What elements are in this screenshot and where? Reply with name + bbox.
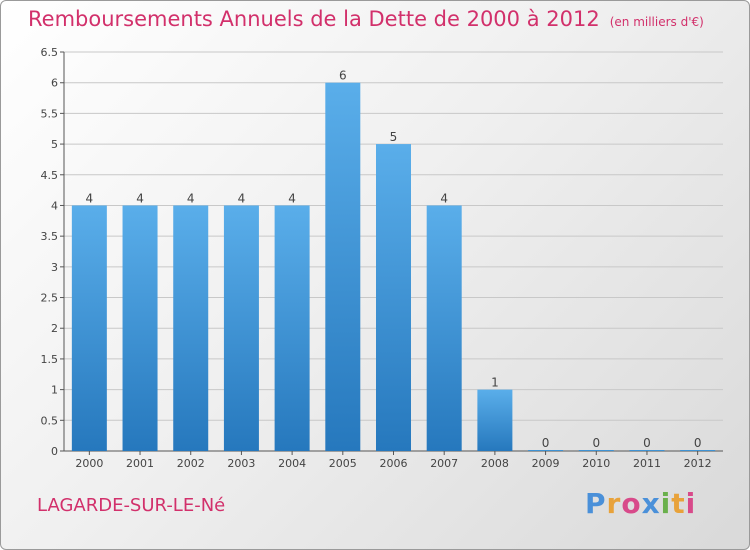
commune-name: LAGARDE-SUR-LE-Né (37, 495, 226, 516)
y-tick-label: 1 (51, 384, 58, 397)
x-tick-label: 2004 (278, 457, 306, 470)
data-label: 4 (238, 191, 246, 205)
y-tick-label: 0 (51, 445, 58, 458)
bar (528, 450, 564, 451)
x-tick-label: 2000 (75, 457, 103, 470)
title-unit: (en milliers d'€) (609, 15, 704, 29)
data-label: 4 (86, 191, 94, 205)
bar (122, 205, 158, 451)
x-tick-label: 2006 (380, 457, 408, 470)
data-label: 0 (542, 436, 550, 450)
data-label: 4 (288, 191, 296, 205)
title-main: Remboursements Annuels de la Dette de 20… (28, 7, 600, 31)
y-tick-label: 5.5 (41, 107, 59, 120)
logo-letter: o (621, 487, 642, 520)
y-tick-label: 4 (51, 199, 58, 212)
bar (426, 205, 462, 451)
y-tick-label: 6 (51, 77, 58, 90)
data-label: 5 (390, 130, 398, 144)
bar (274, 205, 310, 451)
y-tick-label: 1.5 (41, 353, 59, 366)
bar (680, 450, 716, 451)
x-tick-label: 2002 (177, 457, 205, 470)
data-label: 4 (136, 191, 144, 205)
x-tick-label: 2011 (633, 457, 661, 470)
data-label: 6 (339, 69, 347, 83)
x-tick-label: 2012 (684, 457, 712, 470)
y-tick-label: 6.5 (41, 46, 59, 59)
data-label: 4 (187, 191, 195, 205)
bar (71, 205, 107, 451)
x-tick-label: 2009 (532, 457, 560, 470)
bar (477, 389, 513, 451)
bar (578, 450, 614, 451)
data-label: 1 (491, 376, 499, 390)
bar (376, 144, 411, 452)
logo-letter: P (585, 487, 607, 520)
x-tick-label: 2003 (227, 457, 255, 470)
bar (173, 205, 209, 451)
logo-letter: x (641, 487, 661, 520)
y-tick-label: 2.5 (41, 292, 59, 305)
data-label: 4 (440, 191, 448, 205)
chart-title: Remboursements Annuels de la Dette de 20… (28, 7, 704, 31)
y-tick-label: 2 (51, 322, 58, 335)
x-tick-label: 2008 (481, 457, 509, 470)
y-tick-label: 3.5 (41, 230, 59, 243)
bar (223, 205, 259, 451)
logo-letter: t (671, 487, 686, 520)
x-tick-label: 2010 (582, 457, 610, 470)
y-tick-label: 3 (51, 261, 58, 274)
bar (325, 82, 361, 451)
y-tick-label: 0.5 (41, 414, 59, 427)
logo-letter: i (685, 487, 697, 520)
data-label: 0 (694, 436, 702, 450)
data-label: 0 (643, 436, 651, 450)
logo-letter: r (606, 487, 622, 520)
proxiti-logo: Proxiti (585, 487, 696, 520)
data-label: 0 (592, 436, 600, 450)
x-tick-label: 2007 (430, 457, 458, 470)
logo-letter: i (660, 487, 672, 520)
bar (629, 450, 665, 451)
y-tick-label: 4.5 (41, 169, 59, 182)
x-tick-label: 2005 (329, 457, 357, 470)
y-tick-label: 5 (51, 138, 58, 151)
x-tick-label: 2001 (126, 457, 154, 470)
